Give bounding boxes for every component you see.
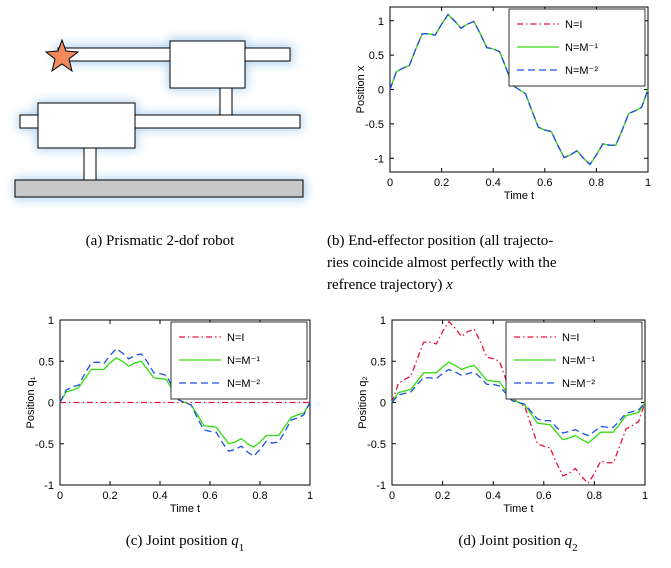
caption-text: (d) Joint position [458,533,561,549]
y-tick-label: 0.5 [39,356,54,368]
x-axis-label: Time t [504,190,534,202]
x-tick-label: 0.8 [587,490,602,502]
caption-text: refrence trajectory) [327,277,442,293]
legend-label: N=M⁻¹ [562,355,595,367]
x-tick-label: 0.2 [102,490,117,502]
x-tick-label: 1 [642,490,648,502]
caption: (a) Prismatic 2-dof robot [86,233,236,249]
caption-var-sub: 2 [572,542,578,554]
data-line [391,361,646,444]
y-tick-label: 1 [48,315,54,327]
y-tick-label: -1 [374,153,384,165]
legend: N=I N=M⁻¹ N=M⁻² [170,321,308,400]
caption-var: x [445,277,453,293]
x-tick-label: 0.4 [152,490,167,502]
x-axis-label: Time t [503,503,533,515]
legend: N=I N=M⁻¹ N=M⁻² [505,321,643,400]
caption-text: ries coincide almost perfectly with the [327,255,557,271]
caption-var-sub: 1 [239,542,245,554]
caption: (c) Joint position q1 [126,533,244,554]
caption-text: (c) Joint position [126,533,228,549]
legend: N=I N=M⁻¹ N=M⁻² [508,8,646,87]
x-tick-label: 0.2 [434,177,449,189]
x-tick-label: 0.8 [252,490,267,502]
legend-label: N=I [562,332,579,344]
caption: ries coincide almost perfectly with the [327,255,557,271]
caption: refrence trajectory) x [327,277,453,293]
y-axis-label: Position x [355,65,367,113]
y-tick-label: -0.5 [35,439,54,451]
legend-label: N=I [227,332,244,344]
legend-label: N=M⁻¹ [565,42,598,54]
y-tick-label: 0 [380,398,386,410]
y-tick-label: 1 [378,16,384,28]
data-line [391,368,646,437]
x-tick-label: 1 [307,490,313,502]
y-axis-label: Position q₂ [357,376,369,429]
caption-var: q [231,533,239,549]
x-tick-label: 0 [387,177,393,189]
x-tick-label: 0 [389,490,395,502]
y-tick-label: 1 [380,315,386,327]
legend-label: N=M⁻² [565,65,598,77]
y-tick-label: 0 [48,398,54,410]
x-tick-label: 0.6 [537,177,552,189]
caption: (d) Joint position q2 [458,533,577,554]
x-tick-label: 0.4 [486,177,501,189]
legend-label: N=I [565,19,582,31]
y-axis-label: Position q₁ [25,376,37,428]
x-tick-label: 0 [57,490,63,502]
caption-text: (b) End-effector position (all trajecto- [327,233,553,249]
legend-label: N=M⁻² [227,378,260,390]
legend-label: N=M⁻¹ [227,355,260,367]
y-tick-label: -0.5 [365,119,384,131]
robot-diagram [14,38,306,200]
legend-label: N=M⁻² [562,378,595,390]
x-tick-label: 0.2 [435,490,450,502]
y-tick-label: -1 [376,480,386,492]
y-tick-label: 0 [378,85,384,97]
data-line [59,357,311,448]
x-tick-label: 0.6 [202,490,217,502]
x-tick-label: 0.6 [536,490,551,502]
x-tick-label: 0.4 [486,490,501,502]
y-tick-label: -1 [44,480,54,492]
x-tick-label: 1 [645,177,651,189]
caption: (b) End-effector position (all trajecto- [327,233,553,249]
y-tick-label: 0.5 [371,356,386,368]
data-line [389,13,649,166]
caption-var: q [565,533,573,549]
x-tick-label: 0.8 [589,177,604,189]
x-axis-label: Time t [170,503,200,515]
y-tick-label: -0.5 [367,439,386,451]
y-tick-label: 0.5 [369,50,384,62]
